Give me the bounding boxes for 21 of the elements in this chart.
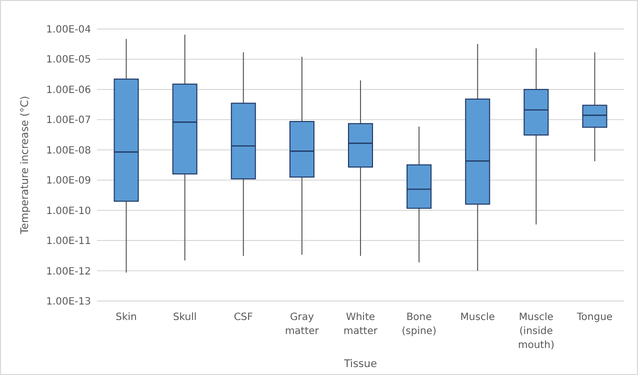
x-tick-label: CSF <box>234 312 254 323</box>
x-tick-label: Muscle <box>460 312 495 323</box>
y-tick-label: 1.00E-13 <box>46 296 91 308</box>
x-tick-label: Skin <box>116 312 137 323</box>
y-tick-label: 1.00E-04 <box>46 24 91 36</box>
x-tick-label: Muscle (inside mouth) <box>518 312 554 351</box>
y-tick-label: 1.00E-09 <box>46 176 91 187</box>
y-axis-title: Temperature increase (°C) <box>19 96 31 236</box>
x-axis-title: Tissue <box>342 358 378 370</box>
y-tick-label: 1.00E-10 <box>46 206 91 217</box>
x-tick-label: White matter <box>344 312 378 337</box>
y-tick-label: 1.00E-08 <box>46 145 91 156</box>
x-tick-label: Tongue <box>576 312 613 323</box>
x-tick-label: Gray matter <box>284 312 320 337</box>
x-tick-label: Bone (spine) <box>402 312 436 337</box>
y-tick-label: 1.00E-12 <box>46 266 91 278</box>
y-tick-label: 1.00E-06 <box>46 84 91 96</box>
y-tick-label: 1.00E-05 <box>46 54 91 66</box>
x-tick-label: Skull <box>172 312 197 323</box>
y-tick-label: 1.00E-07 <box>46 115 91 126</box>
y-tick-label: 1.00E-11 <box>46 236 91 248</box>
